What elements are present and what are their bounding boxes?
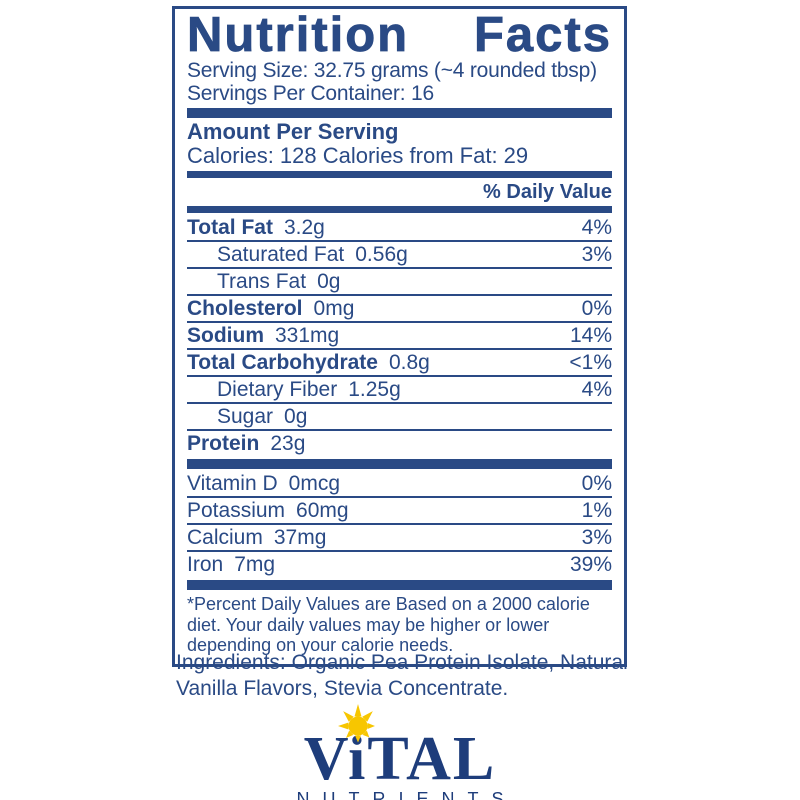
nutrient-amount: 23g <box>270 431 306 455</box>
separator-bar-thick <box>187 579 612 590</box>
nutrient-amount: 3.2g <box>283 215 325 239</box>
nutrient-amount: 0.56g <box>355 242 408 266</box>
brand-wordmark: ViTAL <box>304 704 497 790</box>
separator-bar-thick <box>187 107 612 118</box>
brand-logo: ViTAL NUTRIENTS <box>0 704 800 800</box>
nutrient-amount: 331mg <box>275 323 340 347</box>
nutrient-daily-value: 0% <box>581 296 612 320</box>
nutrition-facts-title: Nutrition Facts <box>187 8 612 62</box>
nutrient-amount: 0mg <box>313 296 355 320</box>
nutrient-daily-value: 4% <box>581 377 612 401</box>
nutrient-amount: 37mg <box>273 525 327 549</box>
nutrient-row-total-carbohydrate: Total Carbohydrate 0.8g <1% <box>187 350 612 377</box>
nutrient-amount: 1.25g <box>348 377 401 401</box>
nutrient-daily-value: 0% <box>581 471 612 495</box>
amount-per-serving-label: Amount Per Serving <box>187 118 399 144</box>
nutrient-daily-value: 1% <box>581 498 612 522</box>
nutrient-row-total-fat: Total Fat 3.2g 4% <box>187 215 612 242</box>
nutrient-amount: 0mcg <box>288 471 341 495</box>
nutrient-name: Sodium <box>187 323 264 347</box>
ingredients-text: Ingredients: Organic Pea Protein Isolate… <box>176 651 628 700</box>
nutrient-row-protein: Protein 23g <box>187 431 612 456</box>
nutrient-row-sugar: Sugar 0g <box>187 404 612 431</box>
nutrient-row-saturated-fat: Saturated Fat 0.56g 3% <box>187 242 612 269</box>
calories-line: Calories: 128 Calories from Fat: 29 <box>187 143 529 169</box>
nutrient-row-sodium: Sodium 331mg 14% <box>187 323 612 350</box>
nutrient-row-dietary-fiber: Dietary Fiber 1.25g 4% <box>187 377 612 404</box>
nutrient-row-cholesterol: Cholesterol 0mg 0% <box>187 296 612 323</box>
brand-wordmark-text: ViTAL <box>303 725 497 793</box>
nutrient-daily-value: 39% <box>569 552 612 576</box>
nutrient-name: Trans Fat <box>217 269 307 293</box>
daily-value-header: % Daily Value <box>483 180 612 203</box>
nutrient-name: Calcium <box>187 525 263 549</box>
nutrient-row-trans-fat: Trans Fat 0g <box>187 269 612 296</box>
nutrient-name: Sugar <box>217 404 274 428</box>
separator-bar-medium <box>187 205 612 213</box>
daily-values-footnote: *Percent Daily Values are Based on a 200… <box>187 593 590 656</box>
nutrient-row-potassium: Potassium 60mg 1% <box>187 498 612 525</box>
nutrient-amount: 0g <box>284 404 308 428</box>
serving-size-line: Serving Size: 32.75 grams (~4 rounded tb… <box>187 58 597 82</box>
nutrient-amount: 0.8g <box>388 350 430 374</box>
nutrient-name: Total Carbohydrate <box>187 350 378 374</box>
nutrient-name: Cholesterol <box>187 296 303 320</box>
nutrition-facts-panel: Nutrition Facts Serving Size: 32.75 gram… <box>172 6 627 667</box>
nutrient-amount: 60mg <box>296 498 349 522</box>
separator-bar-medium <box>187 170 612 178</box>
nutrient-row-calcium: Calcium 37mg 3% <box>187 525 612 552</box>
nutrient-daily-value: 3% <box>581 242 612 266</box>
nutrient-row-iron: Iron 7mg 39% <box>187 552 612 577</box>
brand-subtext: NUTRIENTS <box>296 788 517 800</box>
separator-bar-thick <box>187 458 612 469</box>
nutrient-name: Saturated Fat <box>217 242 345 266</box>
sun-icon <box>335 699 381 752</box>
nutrient-row-vitamin-d: Vitamin D 0mcg 0% <box>187 471 612 498</box>
nutrient-name: Protein <box>187 431 260 455</box>
nutrient-amount: 0g <box>317 269 341 293</box>
nutrient-name: Potassium <box>187 498 286 522</box>
nutrient-daily-value: 3% <box>581 525 612 549</box>
nutrient-amount: 7mg <box>234 552 276 576</box>
nutrient-daily-value: <1% <box>569 350 612 374</box>
nutrient-name: Total Fat <box>187 215 273 239</box>
nutrient-daily-value: 14% <box>569 323 612 347</box>
nutrient-name: Vitamin D <box>187 471 278 495</box>
nutrient-name: Iron <box>187 552 224 576</box>
nutrient-daily-value: 4% <box>581 215 612 239</box>
nutrient-name: Dietary Fiber <box>217 377 338 401</box>
servings-per-container-line: Servings Per Container: 16 <box>187 81 434 105</box>
